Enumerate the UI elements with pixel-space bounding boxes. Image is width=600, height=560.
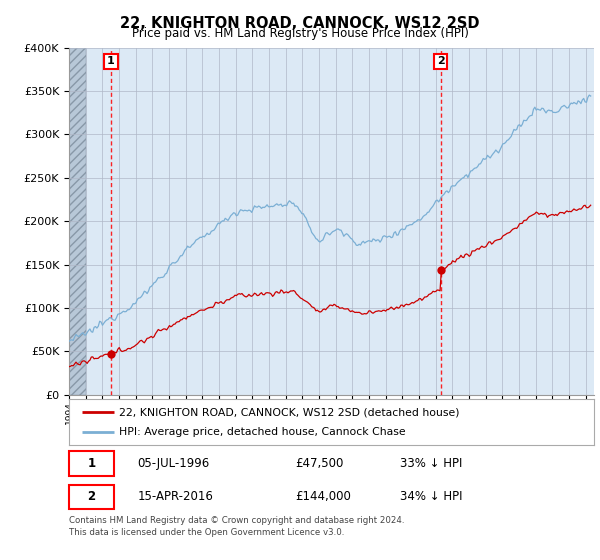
Text: 33% ↓ HPI: 33% ↓ HPI [400, 457, 462, 470]
Text: 22, KNIGHTON ROAD, CANNOCK, WS12 2SD: 22, KNIGHTON ROAD, CANNOCK, WS12 2SD [120, 16, 480, 31]
Text: £144,000: £144,000 [295, 491, 350, 503]
Text: Contains HM Land Registry data © Crown copyright and database right 2024.
This d: Contains HM Land Registry data © Crown c… [69, 516, 404, 537]
Bar [69, 48, 86, 395]
Text: £47,500: £47,500 [295, 457, 343, 470]
Text: 2: 2 [87, 491, 95, 503]
FancyBboxPatch shape [69, 451, 113, 475]
Text: 2: 2 [437, 57, 445, 66]
Text: 05-JUL-1996: 05-JUL-1996 [137, 457, 209, 470]
FancyBboxPatch shape [69, 485, 113, 509]
Text: 15-APR-2016: 15-APR-2016 [137, 491, 213, 503]
Text: HPI: Average price, detached house, Cannock Chase: HPI: Average price, detached house, Cann… [119, 427, 406, 437]
Text: 22, KNIGHTON ROAD, CANNOCK, WS12 2SD (detached house): 22, KNIGHTON ROAD, CANNOCK, WS12 2SD (de… [119, 407, 460, 417]
Text: 1: 1 [107, 57, 115, 66]
Text: 1: 1 [87, 457, 95, 470]
Text: 34% ↓ HPI: 34% ↓ HPI [400, 491, 462, 503]
Text: Price paid vs. HM Land Registry's House Price Index (HPI): Price paid vs. HM Land Registry's House … [131, 27, 469, 40]
